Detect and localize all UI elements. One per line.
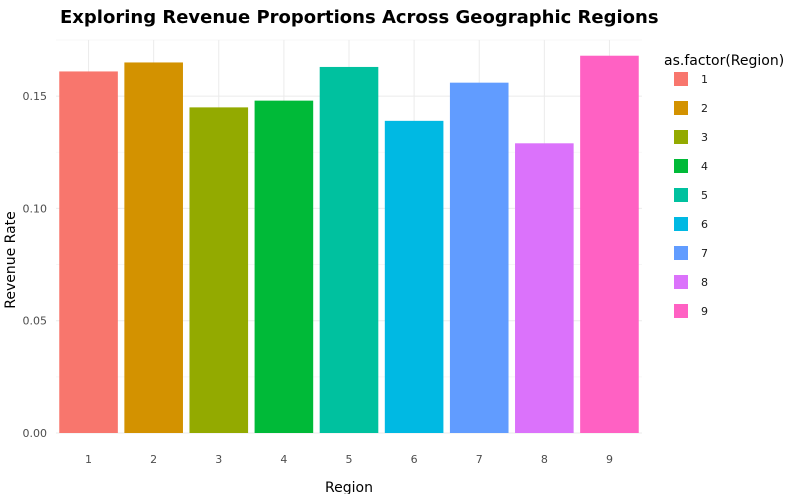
bar-region-4 <box>254 100 314 434</box>
legend-swatch <box>674 275 688 289</box>
x-axis-title: Region <box>325 480 373 494</box>
bar-region-7 <box>449 82 509 433</box>
y-axis-title: Revenue Rate <box>3 211 19 309</box>
bar-region-3 <box>189 107 249 433</box>
bar-region-9 <box>580 55 639 433</box>
x-tick-label: 4 <box>280 453 287 466</box>
legend-label: 8 <box>701 276 708 289</box>
legend-swatch <box>674 217 688 231</box>
y-tick-label: 0.05 <box>23 315 48 328</box>
x-axis-ticks: 1 2 3 4 5 6 7 8 9 <box>85 453 613 466</box>
bar-region-5 <box>319 66 379 433</box>
legend-label: 2 <box>701 102 708 115</box>
legend-swatch <box>674 130 688 144</box>
legend-swatch <box>674 304 688 318</box>
legend-swatch <box>674 159 688 173</box>
legend: as.factor(Region) 1 2 3 4 5 6 7 8 9 <box>664 53 784 318</box>
legend-swatch <box>674 246 688 260</box>
legend-label: 1 <box>701 73 708 86</box>
x-tick-label: 1 <box>85 453 92 466</box>
legend-swatch <box>674 72 688 86</box>
legend-label: 4 <box>701 160 708 173</box>
legend-label: 5 <box>701 189 708 202</box>
x-tick-label: 3 <box>215 453 222 466</box>
legend-label: 9 <box>701 305 708 318</box>
legend-swatch <box>674 188 688 202</box>
legend-swatch <box>674 101 688 115</box>
y-tick-label: 0.10 <box>23 202 48 215</box>
chart-title: Exploring Revenue Proportions Across Geo… <box>60 7 659 28</box>
legend-label: 3 <box>701 131 708 144</box>
legend-title: as.factor(Region) <box>664 53 784 69</box>
x-tick-label: 2 <box>150 453 157 466</box>
x-tick-label: 5 <box>346 453 353 466</box>
x-tick-label: 9 <box>606 453 613 466</box>
bar-region-6 <box>384 120 444 434</box>
x-tick-label: 6 <box>411 453 418 466</box>
bar-region-1 <box>59 71 118 433</box>
x-tick-label: 8 <box>541 453 548 466</box>
legend-label: 6 <box>701 218 708 231</box>
y-tick-label: 0.15 <box>23 90 48 103</box>
bar-region-8 <box>515 143 574 433</box>
bar-region-2 <box>124 62 183 433</box>
legend-label: 7 <box>701 247 708 260</box>
y-axis-ticks: 0.00 0.05 0.10 0.15 <box>23 90 48 440</box>
bars <box>59 55 639 434</box>
x-tick-label: 7 <box>476 453 483 466</box>
y-tick-label: 0.00 <box>23 427 48 440</box>
